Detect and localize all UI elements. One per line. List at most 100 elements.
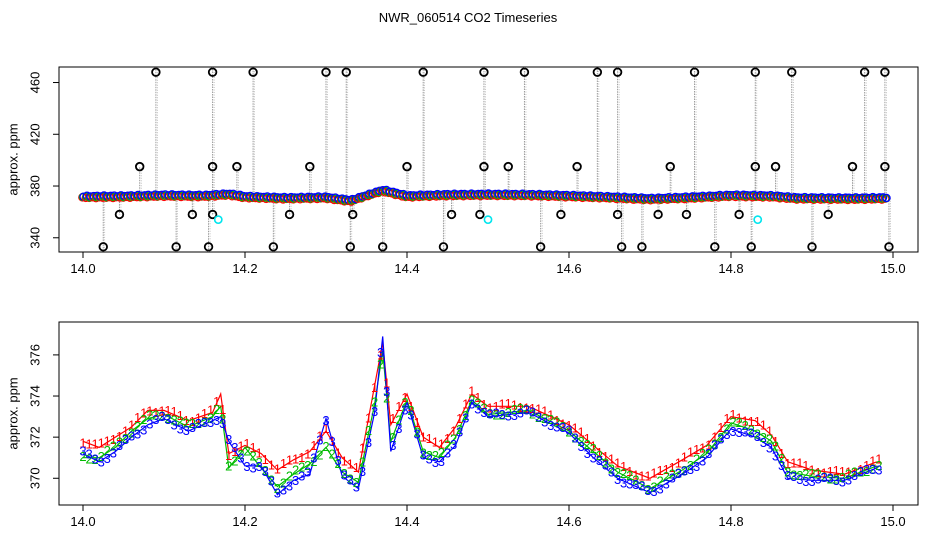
- series-3-marker: 3: [316, 432, 323, 447]
- series-2-marker: 2: [468, 392, 475, 407]
- series-2-marker: 2: [110, 438, 117, 453]
- series-3-marker: 3: [407, 408, 414, 423]
- series-3-marker: 3: [310, 451, 317, 466]
- series-3-marker: 3: [827, 471, 834, 486]
- series-2-marker: 2: [171, 413, 178, 428]
- series-2-marker: 2: [796, 468, 803, 483]
- series-3-marker: 3: [578, 439, 585, 454]
- series-2-marker: 2: [316, 447, 323, 462]
- series-1-marker: 1: [784, 456, 791, 471]
- series-1-marker: 1: [164, 403, 171, 418]
- series-1-marker: 1: [693, 442, 700, 457]
- series-2-marker: 2: [377, 356, 384, 371]
- outlier-point: [637, 242, 647, 252]
- series-1-marker: 1: [341, 453, 348, 468]
- series-1-marker: 1: [778, 446, 785, 461]
- series-1-marker: 1: [839, 464, 846, 479]
- top-data: [78, 67, 894, 252]
- series-3-marker: 3: [839, 475, 846, 490]
- series-1-marker: 1: [669, 460, 676, 475]
- series-2-marker: 2: [450, 432, 457, 447]
- series-3-marker: 3: [486, 406, 493, 421]
- outlier-point: [880, 67, 890, 77]
- series-1-marker: 1: [833, 463, 840, 478]
- outlier-point: [556, 209, 566, 220]
- series-1-marker: 1: [766, 423, 773, 438]
- series-2-marker: 2: [705, 442, 712, 457]
- series-1-marker: 1: [499, 397, 506, 412]
- series-3-marker: 3: [152, 412, 159, 427]
- outlier-point: [665, 161, 675, 172]
- series-1-marker: 1: [602, 449, 609, 464]
- series-3-marker: 3: [565, 423, 572, 438]
- series-3-marker: 3: [492, 406, 499, 421]
- series-1-marker: 1: [365, 410, 372, 425]
- series-1-marker: 1: [328, 433, 335, 448]
- series-1-marker: 1: [821, 466, 828, 481]
- series-3-marker: 3: [505, 409, 512, 424]
- series-1-marker: 1: [98, 436, 105, 451]
- series-3-marker: 3: [365, 435, 372, 450]
- top-x-tick-label: 14.6: [556, 261, 581, 276]
- series-3-marker: 3: [225, 432, 232, 447]
- series-3-marker: 3: [395, 421, 402, 436]
- series-2-marker: 2: [304, 458, 311, 473]
- outlier-point: [880, 161, 890, 172]
- series-2-marker: 2: [608, 461, 615, 476]
- series-3-marker: 3: [177, 421, 184, 436]
- series-2-marker: 2: [128, 425, 135, 440]
- series-2-marker: 2: [207, 411, 214, 426]
- bottom-plot-frame: [58, 321, 919, 506]
- series-1-marker: 1: [511, 398, 518, 413]
- series-1-marker: 1: [426, 431, 433, 446]
- top-y-tick-label: 420: [27, 123, 42, 145]
- series-3-marker: 3: [85, 446, 92, 461]
- series-3-marker: 3: [851, 468, 858, 483]
- series-2-marker: 2: [152, 408, 159, 423]
- series-1-marker: 1: [608, 452, 615, 467]
- series-2-marker: 2: [748, 422, 755, 437]
- series-2-marker: 2: [371, 394, 378, 409]
- bottom-x-tick-label: 14.2: [232, 514, 257, 529]
- series-1-marker: 1: [687, 445, 694, 460]
- top-y-tick-label: 340: [27, 227, 42, 249]
- series-1-marker: 1: [638, 469, 645, 484]
- series-3-marker: 3: [845, 473, 852, 488]
- series-1-marker: 1: [177, 408, 184, 423]
- bottom-y-tick-label: 372: [27, 426, 42, 448]
- series-1-marker: 1: [717, 420, 724, 435]
- series-3-marker: 3: [735, 425, 742, 440]
- series-1-marker: 1: [772, 434, 779, 449]
- series-1-marker: 1: [869, 453, 876, 468]
- series-3-marker: 3: [863, 462, 870, 477]
- series-3-marker: 3: [298, 468, 305, 483]
- series-1-marker: 1: [620, 459, 627, 474]
- series-3-marker: 3: [462, 410, 469, 425]
- series-3-marker: 3: [511, 408, 518, 423]
- series-3-marker: 3: [760, 435, 767, 450]
- series-3-marker: 3: [778, 458, 785, 473]
- series-1-marker: 1: [195, 411, 202, 426]
- series-3-marker: 3: [444, 445, 451, 460]
- series-1-marker: 1: [559, 416, 566, 431]
- series-1-marker: 1: [802, 458, 809, 473]
- series-2-marker: 2: [650, 479, 657, 494]
- outlier-point: [787, 67, 797, 77]
- series-2-marker: 2: [298, 459, 305, 474]
- series-3-marker: 3: [420, 448, 427, 463]
- series-2-marker: 2: [559, 419, 566, 434]
- series-3-marker: 3: [401, 402, 408, 417]
- series-2-marker: 2: [310, 454, 317, 469]
- top-y-tick-label: 380: [27, 175, 42, 197]
- outlier-point: [746, 242, 756, 252]
- series-1-marker: 1: [875, 452, 882, 467]
- outlier-point: [446, 209, 457, 220]
- series-2-marker: 2: [383, 390, 390, 405]
- series-2-marker: 2: [274, 481, 281, 496]
- series-3-marker: 3: [79, 444, 86, 459]
- outlier-point: [134, 161, 145, 172]
- series-1-marker: 1: [407, 399, 414, 414]
- series-1-marker: 1: [395, 399, 402, 414]
- series-3-marker: 3: [207, 415, 214, 430]
